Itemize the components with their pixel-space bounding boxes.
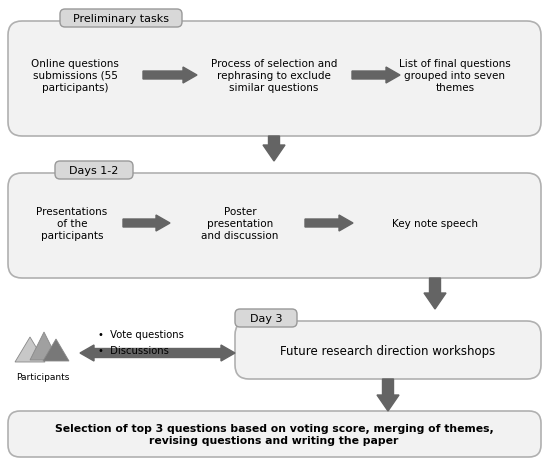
FancyBboxPatch shape (8, 22, 541, 137)
Text: Preliminary tasks: Preliminary tasks (73, 14, 169, 24)
FancyBboxPatch shape (235, 321, 541, 379)
Text: Participants: Participants (16, 373, 70, 382)
Text: Days 1-2: Days 1-2 (69, 166, 119, 175)
Polygon shape (352, 68, 400, 84)
Text: Presentations
of the
participants: Presentations of the participants (36, 207, 108, 240)
Polygon shape (30, 332, 58, 360)
Text: Selection of top 3 questions based on voting score, merging of themes,
revising : Selection of top 3 questions based on vo… (54, 423, 494, 445)
Text: Process of selection and
rephrasing to exclude
similar questions: Process of selection and rephrasing to e… (211, 59, 337, 93)
FancyBboxPatch shape (8, 411, 541, 457)
Polygon shape (80, 345, 235, 361)
FancyBboxPatch shape (235, 309, 297, 327)
Text: •  Vote questions
•  Discussions: • Vote questions • Discussions (98, 329, 184, 356)
Polygon shape (15, 337, 45, 362)
Polygon shape (424, 278, 446, 309)
Polygon shape (377, 379, 399, 411)
FancyBboxPatch shape (60, 10, 182, 28)
Text: Day 3: Day 3 (250, 313, 282, 323)
FancyBboxPatch shape (55, 162, 133, 180)
Text: Future research direction workshops: Future research direction workshops (281, 345, 496, 358)
Polygon shape (143, 68, 197, 84)
Text: Online questions
submissions (55
participants): Online questions submissions (55 partici… (31, 59, 119, 93)
Polygon shape (263, 137, 285, 162)
Text: List of final questions
grouped into seven
themes: List of final questions grouped into sev… (399, 59, 511, 93)
Polygon shape (123, 216, 170, 232)
Text: Key note speech: Key note speech (392, 219, 478, 229)
Polygon shape (305, 216, 353, 232)
Polygon shape (43, 339, 69, 361)
Text: Poster
presentation
and discussion: Poster presentation and discussion (201, 207, 279, 240)
FancyBboxPatch shape (8, 174, 541, 278)
